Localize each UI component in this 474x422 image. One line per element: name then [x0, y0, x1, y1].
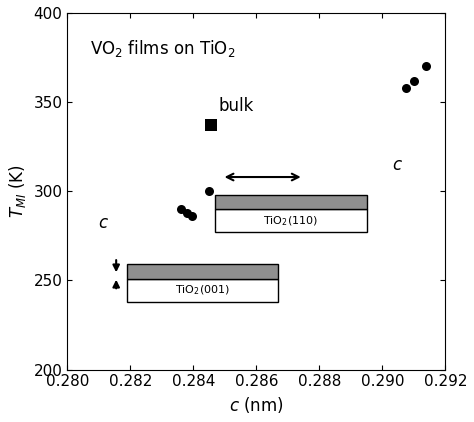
- Text: $c$: $c$: [392, 156, 403, 173]
- Text: VO$_2$ films on TiO$_2$: VO$_2$ films on TiO$_2$: [90, 38, 236, 59]
- Text: TiO$_2$(110): TiO$_2$(110): [264, 214, 319, 227]
- Bar: [215, 195, 366, 209]
- Bar: [127, 279, 278, 302]
- Text: bulk: bulk: [219, 97, 254, 115]
- Text: $c$: $c$: [98, 214, 109, 233]
- Bar: [215, 209, 366, 233]
- Text: TiO$_2$(001): TiO$_2$(001): [175, 284, 230, 297]
- Bar: [127, 265, 278, 279]
- X-axis label: $c$ (nm): $c$ (nm): [229, 395, 284, 415]
- Y-axis label: $T_{MI}$ (K): $T_{MI}$ (K): [7, 164, 28, 218]
